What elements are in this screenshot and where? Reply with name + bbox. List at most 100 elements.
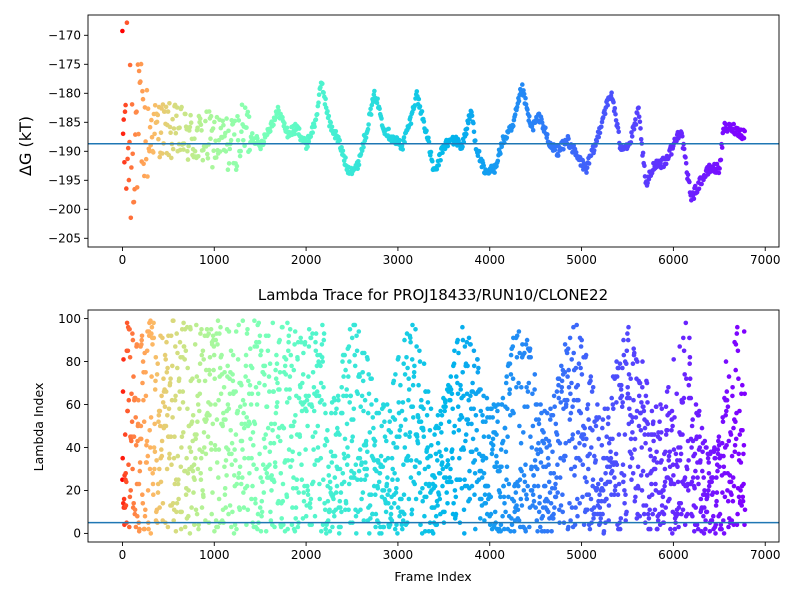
lambda-point xyxy=(586,492,592,498)
lambda-point xyxy=(412,481,418,487)
lambda-point xyxy=(311,447,316,452)
free-energy-point xyxy=(192,148,198,154)
lambda-point xyxy=(537,494,543,500)
lambda-point xyxy=(631,346,636,352)
lambda-point xyxy=(258,352,263,358)
lambda-point xyxy=(261,490,267,495)
lambda-point xyxy=(589,445,594,450)
lambda-point xyxy=(415,440,421,446)
lambda-point xyxy=(556,382,561,388)
free-energy-point xyxy=(594,139,600,144)
lambda-point xyxy=(137,468,143,474)
lambda-point xyxy=(374,468,379,474)
lambda-point xyxy=(680,507,686,513)
lambda-point xyxy=(339,509,344,515)
lambda-point xyxy=(382,434,388,440)
lambda-point xyxy=(636,393,642,399)
lambda-point xyxy=(257,333,263,339)
y-tick-label: 20 xyxy=(66,484,81,498)
lambda-point xyxy=(418,522,423,528)
free-energy-point xyxy=(414,89,420,94)
lambda-point xyxy=(478,387,483,392)
lambda-point xyxy=(260,462,266,468)
lambda-point xyxy=(285,526,291,532)
lambda-point xyxy=(551,516,556,521)
lambda-point xyxy=(207,372,213,377)
lambda-point xyxy=(180,400,186,405)
lambda-point xyxy=(713,522,719,528)
lambda-point xyxy=(432,432,437,437)
lambda-point xyxy=(373,397,379,403)
lambda-point xyxy=(129,391,134,397)
y-tick-label: −175 xyxy=(48,58,81,72)
lambda-point xyxy=(690,438,696,444)
lambda-point xyxy=(321,331,327,336)
free-energy-point xyxy=(476,148,482,154)
lambda-point xyxy=(610,402,616,407)
lambda-point xyxy=(284,400,290,405)
lambda-point xyxy=(490,436,496,442)
lambda-point xyxy=(733,436,739,442)
lambda-point xyxy=(701,513,706,519)
lambda-point xyxy=(223,505,228,510)
lambda-point xyxy=(608,449,613,455)
lambda-point xyxy=(243,352,249,358)
lambda-point xyxy=(139,342,144,347)
lambda-point xyxy=(609,468,615,474)
lambda-point xyxy=(586,417,591,422)
free-energy-point xyxy=(584,170,589,175)
lambda-point xyxy=(490,443,496,448)
lambda-point xyxy=(468,342,473,347)
lambda-point xyxy=(425,445,431,450)
lambda-point xyxy=(576,361,582,367)
lambda-point xyxy=(181,344,187,349)
lambda-point xyxy=(586,466,591,472)
lambda-point xyxy=(508,372,514,377)
lambda-point xyxy=(170,363,175,369)
lambda-point xyxy=(640,468,646,474)
lambda-point xyxy=(706,483,712,489)
free-energy-point xyxy=(157,154,162,160)
lambda-point xyxy=(159,393,164,399)
lambda-point xyxy=(527,524,532,530)
lambda-point xyxy=(683,320,689,326)
lambda-point xyxy=(524,385,529,390)
lambda-point xyxy=(654,404,659,410)
lambda-point xyxy=(306,374,311,379)
lambda-point xyxy=(395,477,400,483)
lambda-point xyxy=(675,479,681,485)
lambda-point xyxy=(195,466,201,472)
lambda-point xyxy=(288,352,294,358)
lambda-point xyxy=(528,355,533,360)
lambda-point xyxy=(612,488,618,493)
lambda-point xyxy=(271,479,277,485)
lambda-point xyxy=(230,372,235,377)
lambda-point xyxy=(399,522,405,528)
lambda-point xyxy=(618,387,624,392)
lambda-point xyxy=(193,507,199,513)
lambda-point xyxy=(138,436,144,442)
lambda-trace-y-axis-label: Lambda Index xyxy=(31,383,46,472)
free-energy-point xyxy=(179,104,184,110)
lambda-point xyxy=(273,367,278,373)
lambda-point xyxy=(271,440,277,446)
lambda-point xyxy=(554,475,559,480)
free-energy-point xyxy=(680,134,685,139)
lambda-point xyxy=(714,490,720,495)
lambda-point xyxy=(147,428,152,433)
lambda-point xyxy=(217,331,222,336)
lambda-point xyxy=(364,473,369,478)
lambda-point xyxy=(729,492,734,498)
lambda-point xyxy=(645,421,651,427)
free-energy-point xyxy=(633,117,638,122)
free-energy-point xyxy=(128,215,134,221)
lambda-point xyxy=(607,479,613,485)
free-energy-point xyxy=(226,128,231,134)
free-energy-point xyxy=(523,95,528,101)
lambda-point xyxy=(377,471,383,476)
lambda-point xyxy=(261,436,267,442)
lambda-point xyxy=(322,507,328,513)
lambda-point xyxy=(741,451,746,457)
lambda-point xyxy=(199,505,205,510)
lambda-point xyxy=(520,342,525,347)
